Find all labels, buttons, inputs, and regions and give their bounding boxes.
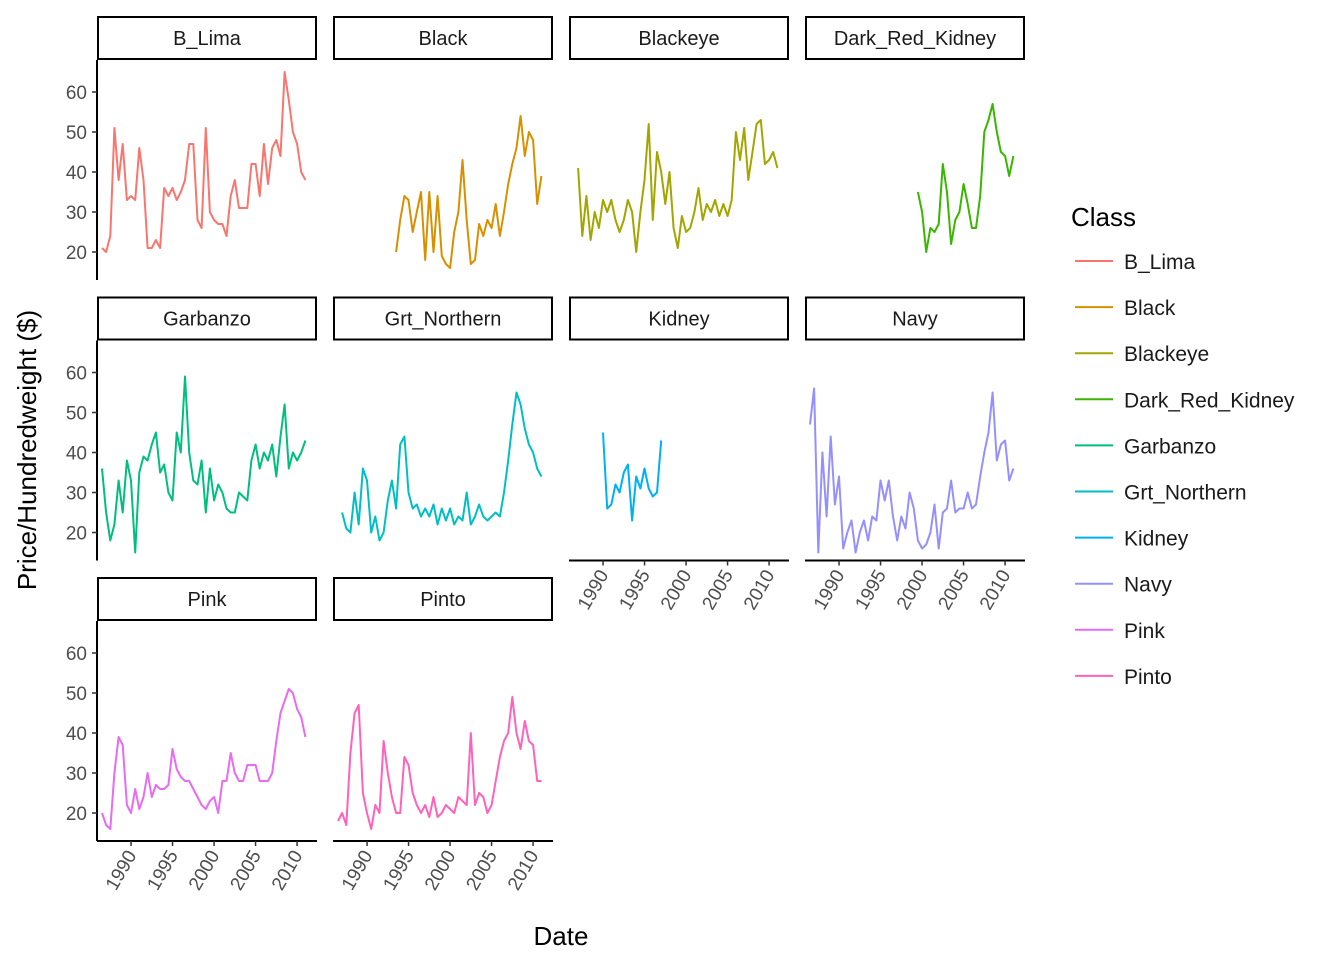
facet-strip [97, 296, 317, 341]
series-line [916, 103, 1015, 253]
facet-label: Garbanzo [163, 309, 251, 331]
series-line [395, 115, 543, 269]
facet-strip [333, 296, 553, 341]
x-tick-label: 1995 [852, 567, 891, 614]
facet-strip [333, 16, 553, 60]
x-tick-label: 1990 [338, 847, 377, 894]
facet-strip [805, 296, 1025, 341]
series-line [602, 432, 663, 522]
legend-label: Garbanzo [1124, 435, 1216, 458]
legend-label: Kidney [1124, 528, 1189, 551]
y-tick-label: 30 [66, 484, 87, 505]
facet-label: Pinto [420, 589, 466, 611]
series-line [101, 375, 307, 554]
x-tick-label: 1990 [574, 567, 613, 614]
x-tick-label: 2000 [893, 567, 932, 614]
series-line [809, 387, 1015, 554]
facet-strip [805, 16, 1025, 60]
x-tick-label: 1995 [144, 847, 183, 894]
y-tick-label: 50 [66, 684, 87, 705]
legend-label: Grt_Northern [1124, 482, 1247, 505]
y-tick-label: 40 [66, 444, 87, 465]
x-tick-label: 2000 [657, 567, 696, 614]
y-tick-label: 60 [66, 364, 87, 385]
facet-label: Navy [892, 309, 938, 331]
facet-strip [569, 16, 789, 60]
facet-label: Blackeye [638, 28, 719, 50]
x-tick-label: 2000 [185, 847, 224, 894]
y-tick-label: 60 [66, 644, 87, 665]
x-axis-title: Date [534, 921, 589, 951]
y-axis-title: Price/Hundredweight ($) [12, 310, 42, 590]
y-tick-label: 20 [66, 804, 87, 825]
series-line [341, 391, 543, 542]
legend-title: Class [1071, 202, 1136, 232]
x-tick-label: 2000 [421, 847, 460, 894]
facet-label: Black [419, 28, 469, 50]
facet-label: Dark_Red_Kidney [834, 28, 996, 50]
x-tick-label: 1990 [102, 847, 141, 894]
series-line [101, 688, 307, 830]
y-tick-label: 60 [66, 83, 87, 104]
legend-label: Blackeye [1124, 343, 1209, 366]
x-tick-label: 2005 [935, 567, 974, 614]
y-tick-label: 20 [66, 524, 87, 545]
facet-strip [333, 577, 553, 621]
x-tick-label: 1995 [380, 847, 419, 894]
legend-label: Black [1124, 297, 1176, 320]
legend-label: Navy [1124, 574, 1172, 597]
y-tick-label: 40 [66, 163, 87, 184]
legend-label: Dark_Red_Kidney [1124, 389, 1295, 412]
y-tick-label: 50 [66, 404, 87, 425]
x-tick-label: 1995 [616, 567, 655, 614]
x-tick-label: 2005 [463, 847, 502, 894]
facet-strip [569, 296, 789, 341]
x-tick-label: 2005 [699, 567, 738, 614]
x-tick-label: 1990 [810, 567, 849, 614]
legend-label: Pink [1124, 620, 1165, 643]
series-line [101, 71, 307, 253]
y-tick-label: 50 [66, 123, 87, 144]
series-line [337, 696, 542, 830]
y-tick-label: 30 [66, 764, 87, 785]
y-tick-label: 30 [66, 203, 87, 224]
y-tick-label: 20 [66, 243, 87, 264]
x-tick-label: 2010 [268, 847, 307, 894]
facet-label: Grt_Northern [385, 309, 502, 331]
facet-label: Kidney [648, 309, 709, 331]
legend-label: Pinto [1124, 666, 1172, 689]
x-tick-label: 2010 [976, 567, 1015, 614]
y-tick-label: 40 [66, 724, 87, 745]
facet-label: Pink [188, 589, 228, 611]
facet-strip [97, 16, 317, 60]
x-tick-label: 2010 [504, 847, 543, 894]
legend-label: B_Lima [1124, 251, 1196, 274]
series-line [577, 119, 779, 253]
facet-label: B_Lima [173, 28, 242, 50]
x-tick-label: 2010 [740, 567, 779, 614]
x-tick-label: 2005 [227, 847, 266, 894]
facet-strip [97, 577, 317, 621]
